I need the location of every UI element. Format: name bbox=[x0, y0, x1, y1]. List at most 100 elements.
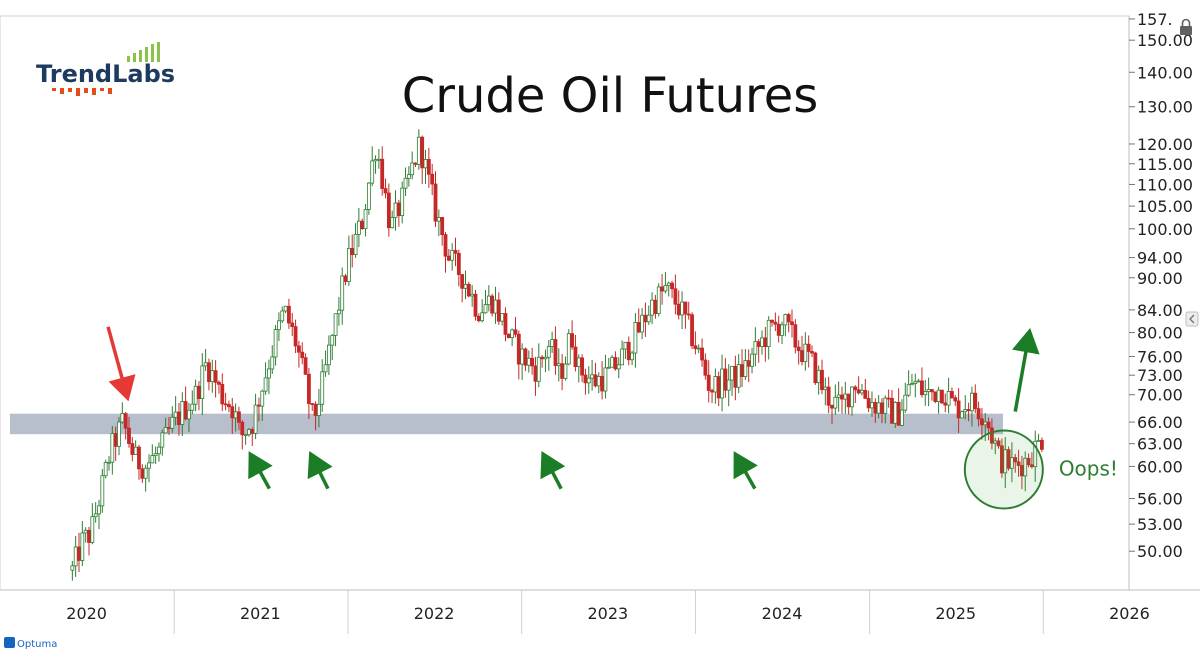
candle bbox=[287, 298, 291, 330]
candle bbox=[456, 249, 461, 287]
green-arrow-annotation bbox=[733, 451, 758, 490]
candle bbox=[307, 367, 311, 420]
candle bbox=[1039, 437, 1044, 453]
candle bbox=[633, 313, 638, 368]
candle bbox=[330, 333, 335, 361]
candle bbox=[260, 389, 265, 421]
candle bbox=[613, 351, 618, 371]
candle bbox=[93, 502, 98, 523]
candle bbox=[620, 340, 624, 366]
candle bbox=[383, 178, 388, 199]
candle bbox=[316, 388, 321, 428]
candle bbox=[123, 412, 128, 440]
candle bbox=[1013, 453, 1018, 473]
candle bbox=[290, 312, 295, 337]
candle bbox=[160, 429, 165, 456]
candle bbox=[566, 329, 571, 366]
candle bbox=[90, 503, 95, 545]
candle bbox=[410, 151, 415, 180]
candle bbox=[573, 334, 578, 372]
y-tick-label: 157. bbox=[1137, 10, 1173, 29]
x-tick-label: 2024 bbox=[762, 604, 803, 623]
candle bbox=[793, 319, 798, 354]
candle bbox=[153, 446, 158, 464]
candle bbox=[913, 373, 918, 398]
candle bbox=[603, 354, 608, 399]
candle bbox=[656, 283, 661, 317]
candle bbox=[826, 376, 831, 414]
candle bbox=[450, 243, 455, 271]
candle bbox=[820, 359, 824, 395]
candle bbox=[340, 267, 345, 325]
candle bbox=[543, 349, 548, 373]
y-tick-label: 94.00 bbox=[1137, 249, 1183, 268]
candle bbox=[117, 417, 121, 456]
brand-underline-icon bbox=[52, 88, 112, 96]
candle bbox=[137, 445, 141, 480]
lock-icon[interactable] bbox=[1180, 18, 1192, 36]
x-tick-label: 2023 bbox=[587, 604, 628, 623]
x-axis-ticks: 2020 2021 2022 2023 2024 2025 2026 bbox=[66, 590, 1150, 634]
candle bbox=[933, 391, 938, 404]
x-tick-label: 2025 bbox=[935, 604, 976, 623]
candle bbox=[630, 350, 634, 366]
candle bbox=[1026, 453, 1031, 468]
candle bbox=[546, 339, 551, 371]
candle bbox=[853, 385, 858, 403]
candle bbox=[950, 387, 954, 399]
y-tick-label: 80.00 bbox=[1137, 324, 1183, 343]
candle bbox=[353, 223, 358, 258]
x-tick-label: 2022 bbox=[414, 604, 455, 623]
candle bbox=[986, 417, 991, 441]
candle bbox=[833, 384, 838, 415]
y-tick-label: 60.00 bbox=[1137, 457, 1183, 476]
candle bbox=[503, 307, 508, 342]
x-tick-label: 2020 bbox=[66, 604, 107, 623]
y-tick-label: 130.00 bbox=[1137, 98, 1193, 117]
candle bbox=[796, 340, 801, 365]
green-arrow-annotation bbox=[1012, 327, 1040, 412]
brand-bars-icon bbox=[127, 42, 160, 62]
candle bbox=[953, 394, 958, 406]
plot-area bbox=[0, 15, 1130, 591]
candle bbox=[770, 319, 774, 327]
candle bbox=[243, 434, 248, 445]
y-tick-label: 73.00 bbox=[1137, 366, 1183, 385]
candle bbox=[453, 237, 458, 267]
y-tick-label: 140.00 bbox=[1137, 63, 1193, 82]
candle bbox=[640, 308, 644, 340]
candle bbox=[513, 316, 518, 338]
candle bbox=[920, 367, 924, 398]
annotation-layer: Oops! bbox=[106, 326, 1118, 510]
candle bbox=[323, 350, 328, 377]
candle bbox=[440, 216, 445, 246]
candle bbox=[107, 456, 111, 471]
candle bbox=[753, 327, 758, 367]
candle bbox=[910, 374, 914, 386]
candle bbox=[863, 378, 868, 399]
candle bbox=[646, 305, 651, 325]
candle bbox=[240, 420, 245, 450]
candle bbox=[97, 499, 101, 530]
brand-logo: TrendLabs bbox=[36, 42, 175, 96]
candle bbox=[270, 345, 275, 374]
x-tick-label: 2026 bbox=[1109, 604, 1150, 623]
candle bbox=[683, 301, 688, 329]
candle bbox=[150, 444, 155, 464]
candle bbox=[200, 353, 205, 416]
footer: Optuma bbox=[4, 637, 57, 650]
candle bbox=[790, 309, 794, 338]
candle bbox=[267, 359, 271, 395]
candle bbox=[280, 306, 285, 324]
candle bbox=[616, 357, 621, 379]
brand-name: TrendLabs bbox=[36, 60, 175, 88]
candle bbox=[773, 312, 778, 332]
y-tick-label: 56.00 bbox=[1137, 489, 1183, 508]
candle bbox=[336, 296, 341, 326]
collapse-panel-icon[interactable] bbox=[1185, 311, 1199, 327]
candle bbox=[813, 351, 818, 385]
y-tick-label: 84.00 bbox=[1137, 301, 1183, 320]
candle bbox=[480, 299, 485, 323]
candle bbox=[906, 370, 911, 397]
